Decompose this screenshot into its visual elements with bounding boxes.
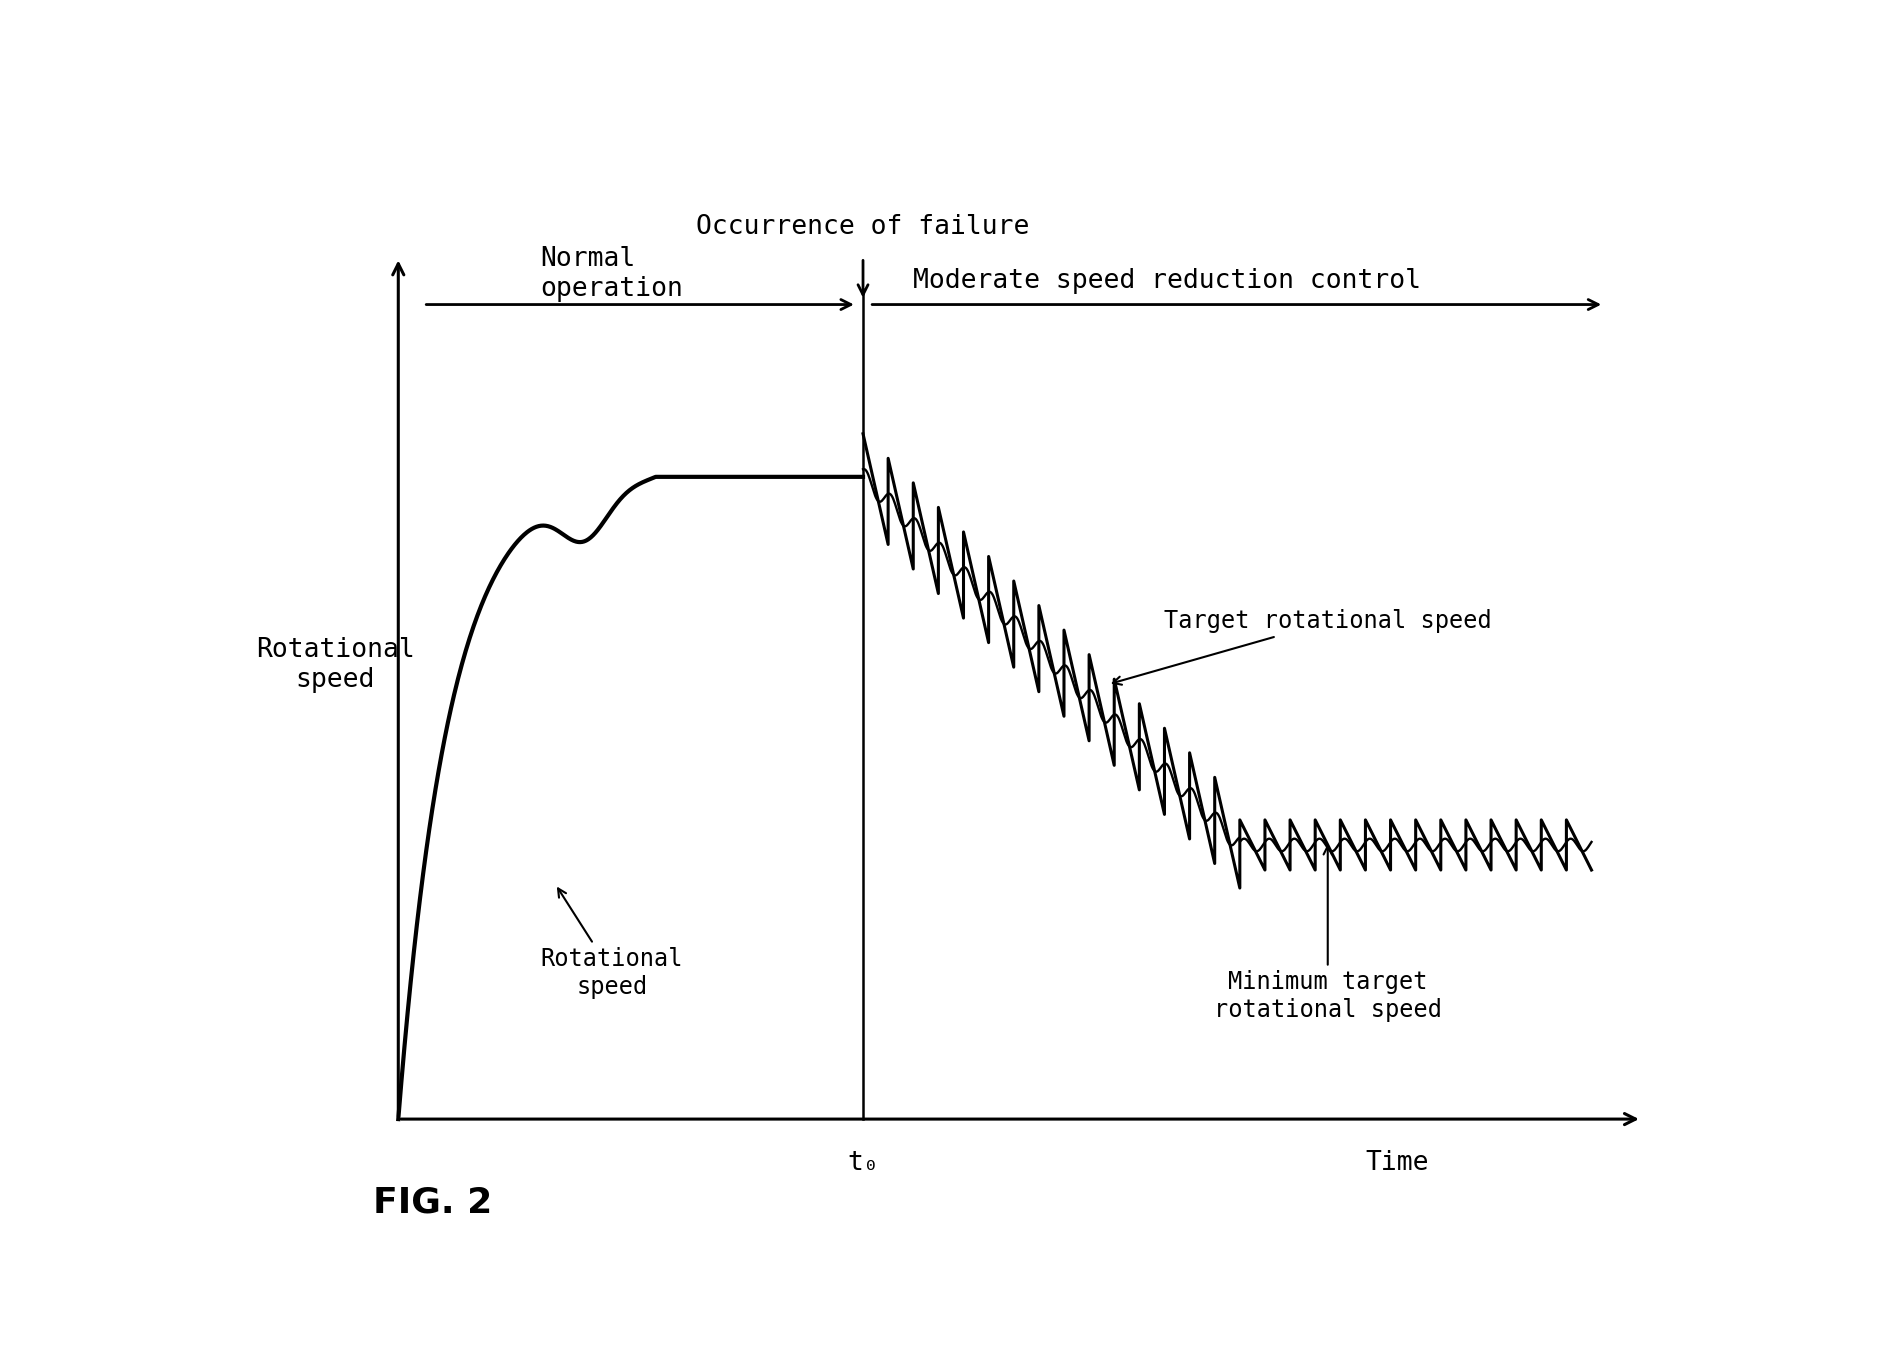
Text: Moderate speed reduction control: Moderate speed reduction control [914, 269, 1421, 294]
Text: Rotational
speed: Rotational speed [541, 889, 682, 999]
Text: Rotational
speed: Rotational speed [256, 637, 415, 692]
Text: FIG. 2: FIG. 2 [372, 1186, 493, 1220]
Text: Time: Time [1365, 1150, 1429, 1176]
Text: Occurrence of failure: Occurrence of failure [696, 214, 1030, 240]
Text: Target rotational speed: Target rotational speed [1113, 609, 1493, 684]
Text: Normal
operation: Normal operation [540, 245, 682, 301]
Text: Minimum target
rotational speed: Minimum target rotational speed [1214, 846, 1442, 1022]
Text: t₀: t₀ [848, 1150, 878, 1176]
